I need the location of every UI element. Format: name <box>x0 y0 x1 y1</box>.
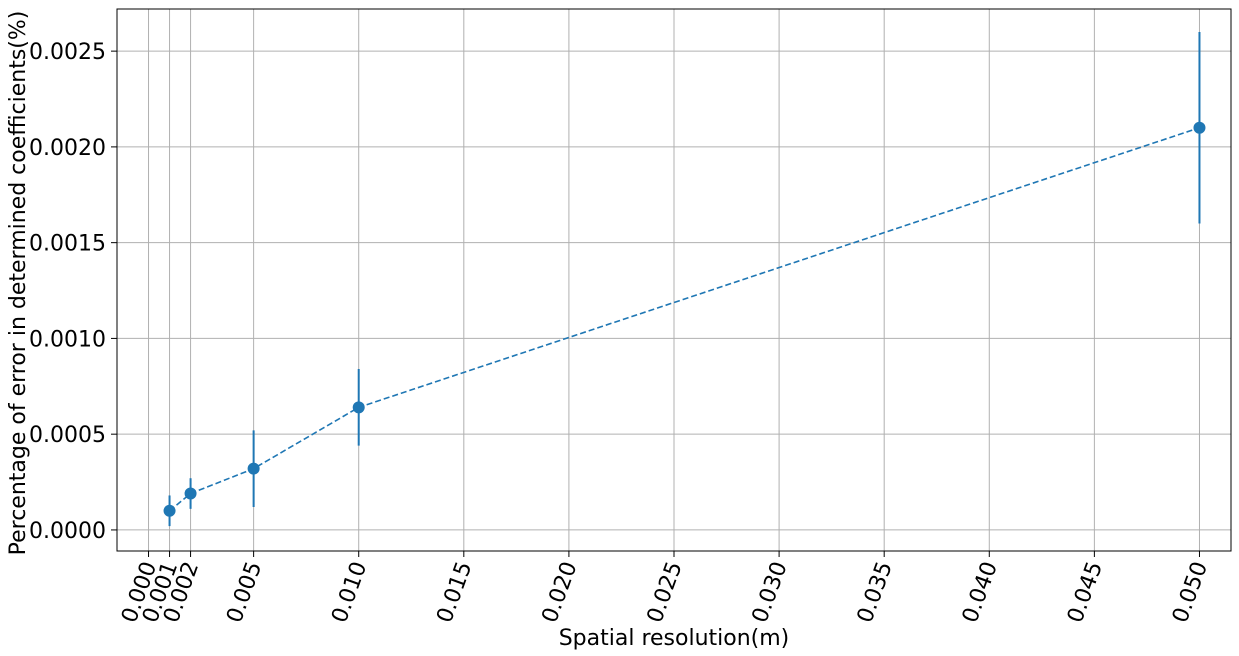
y-tick-label: 0.0005 <box>29 423 106 448</box>
data-point <box>184 487 197 500</box>
x-tick-label: 0.040 <box>958 559 1003 627</box>
x-tick-label: 0.035 <box>853 559 898 627</box>
y-tick-label: 0.0020 <box>29 136 106 161</box>
y-axis-ticks: 0.0000 0.0005 0.0010 0.0015 0.0020 0.0025 <box>29 40 117 544</box>
data-point <box>163 504 176 517</box>
x-tick-label: 0.045 <box>1063 559 1108 627</box>
x-tick-label: 0.025 <box>643 559 688 627</box>
series-line <box>169 126 1200 512</box>
data-point <box>247 462 260 475</box>
y-axis-title: Percentage of error in determined coeffi… <box>6 11 31 556</box>
data-point <box>352 401 365 414</box>
x-tick-label: 0.020 <box>538 559 583 627</box>
x-tick-label: 0.010 <box>327 559 372 627</box>
y-tick-label: 0.0015 <box>29 232 106 257</box>
x-tick-label: 0.030 <box>748 559 793 627</box>
y-tick-label: 0.0010 <box>29 327 106 352</box>
grid-layer <box>117 9 1231 551</box>
x-tick-label: 0.015 <box>432 559 477 627</box>
data-point <box>1193 121 1206 134</box>
x-axis-title: Spatial resolution(m) <box>559 626 790 651</box>
x-tick-label: 0.005 <box>222 559 267 627</box>
y-tick-label: 0.0000 <box>29 519 106 544</box>
x-axis-ticks: 0.0000.0010.002 0.005 0.010 0.015 0.020 0.025… <box>117 551 1213 626</box>
plot-frame <box>116 8 1232 552</box>
x-tick-label: 0.050 <box>1168 559 1213 627</box>
y-tick-label: 0.0025 <box>29 40 106 65</box>
series-layer <box>163 31 1206 527</box>
